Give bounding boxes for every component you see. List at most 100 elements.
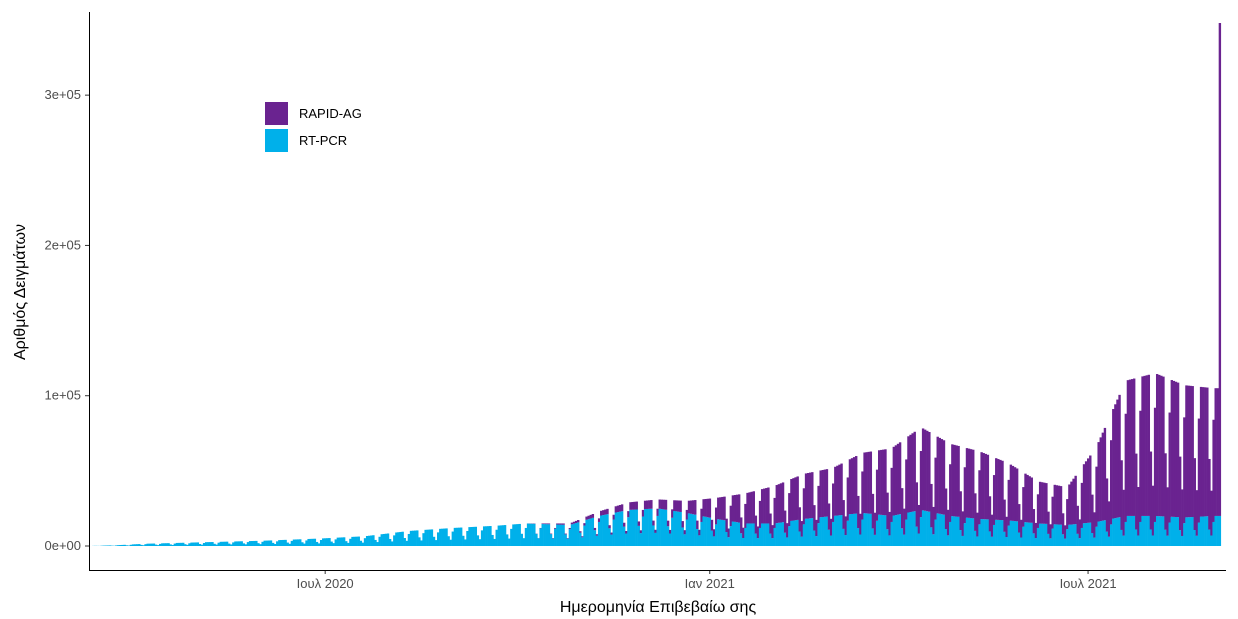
- bar-rapid-ag: [652, 520, 655, 526]
- bar-rapid-ag: [1068, 484, 1071, 525]
- bar-rt-pcr: [386, 533, 390, 546]
- bar-rapid-ag: [838, 464, 841, 516]
- bar-rt-pcr: [487, 526, 490, 546]
- bar-rt-pcr: [144, 544, 147, 546]
- bar-rt-pcr: [767, 523, 770, 546]
- bar-rt-pcr: [539, 528, 542, 546]
- bar-rapid-ag: [675, 500, 678, 512]
- bar-rt-pcr: [587, 519, 590, 546]
- bar-rt-pcr: [131, 544, 135, 546]
- bar-rt-pcr: [133, 544, 137, 546]
- bar-rapid-ag: [1214, 388, 1217, 516]
- bar-rt-pcr: [342, 537, 346, 546]
- bar-rapid-ag: [988, 496, 992, 532]
- bar-rt-pcr: [439, 528, 442, 546]
- bar-rapid-ag: [1032, 509, 1036, 534]
- bar-rapid-ag: [1120, 460, 1123, 530]
- bar-rapid-ag: [1132, 378, 1136, 516]
- bar-rt-pcr: [646, 508, 649, 546]
- bar-rt-pcr: [520, 533, 523, 546]
- bar-rt-pcr: [677, 511, 680, 546]
- bar-rt-pcr: [1201, 516, 1205, 546]
- bar-rt-pcr: [503, 525, 507, 546]
- bar-rapid-ag: [1020, 519, 1023, 538]
- bar-rt-pcr: [361, 542, 365, 546]
- bar-rt-pcr: [240, 541, 243, 546]
- bar-rapid-ag: [1043, 482, 1046, 524]
- bar-rapid-ag: [1208, 458, 1211, 530]
- bar-rapid-ag: [1066, 499, 1069, 530]
- bar-rapid-ag: [1038, 481, 1042, 524]
- bar-rapid-ag: [1072, 478, 1075, 525]
- legend-label-rt-pcr: RT-PCR: [299, 133, 347, 148]
- bar-rt-pcr: [1168, 522, 1171, 546]
- legend: RAPID-AG RT-PCR: [265, 102, 362, 152]
- bar-rt-pcr: [411, 530, 415, 546]
- bar-rt-pcr: [844, 535, 847, 546]
- bar-rapid-ag: [714, 507, 718, 525]
- bar-rapid-ag: [992, 475, 996, 525]
- bar-rapid-ag: [752, 491, 755, 524]
- bar-rt-pcr: [242, 543, 246, 546]
- bar-rapid-ag: [790, 479, 793, 521]
- bar-rt-pcr: [637, 525, 641, 546]
- bar-rapid-ag: [1045, 483, 1048, 524]
- bar-rapid-ag: [932, 506, 935, 535]
- bar-rt-pcr: [263, 540, 266, 546]
- bar-rt-pcr: [869, 513, 873, 546]
- bar-rt-pcr: [1160, 516, 1163, 546]
- bar-rt-pcr: [482, 526, 486, 546]
- bar-rt-pcr: [786, 537, 789, 546]
- bar-rt-pcr: [1093, 537, 1096, 546]
- y-ticks-group: 0e+00 1e+05 2e+05 3e+05: [44, 87, 89, 553]
- bar-rt-pcr: [470, 526, 473, 546]
- bar-rt-pcr: [136, 544, 139, 546]
- bar-rt-pcr: [177, 542, 181, 546]
- bar-rt-pcr: [949, 521, 952, 546]
- bar-rt-pcr: [1059, 524, 1063, 546]
- bar-rt-pcr: [855, 513, 858, 546]
- bar-rapid-ag: [978, 470, 981, 525]
- bar-rapid-ag: [746, 492, 749, 524]
- bar-rt-pcr: [606, 514, 609, 546]
- bar-rt-pcr: [286, 542, 289, 546]
- bar-rapid-ag: [733, 495, 737, 522]
- bar-rt-pcr: [972, 518, 975, 546]
- bar-rt-pcr: [809, 518, 812, 546]
- bar-rt-pcr: [1122, 535, 1125, 546]
- bar-rt-pcr: [169, 544, 172, 546]
- bar-rt-pcr: [735, 522, 739, 546]
- bar-rt-pcr: [652, 525, 655, 546]
- bar-rapid-ag: [717, 497, 720, 520]
- bar-rapid-ag: [656, 508, 659, 516]
- bar-rapid-ag: [926, 430, 929, 512]
- bar-rt-pcr: [940, 514, 944, 546]
- bar-rt-pcr: [541, 524, 544, 546]
- bar-rt-pcr: [664, 509, 668, 546]
- bar-rapid-ag: [577, 520, 580, 523]
- bar-rt-pcr: [955, 516, 958, 546]
- bar-rapid-ag: [1145, 375, 1148, 516]
- bar-rapid-ag: [813, 505, 816, 531]
- bar-rapid-ag: [1110, 440, 1113, 525]
- bar-rapid-ag: [1130, 379, 1134, 516]
- bar-rt-pcr: [138, 544, 141, 546]
- bar-rt-pcr: [1166, 535, 1169, 546]
- bar-rt-pcr: [301, 542, 304, 546]
- bar-rapid-ag: [1164, 453, 1167, 530]
- bar-rt-pcr: [221, 541, 225, 546]
- bar-rt-pcr: [146, 543, 149, 546]
- bar-rapid-ag: [974, 493, 977, 531]
- bar-rapid-ag: [579, 531, 582, 533]
- bar-rapid-ag: [796, 476, 799, 520]
- bar-rapid-ag: [961, 511, 964, 536]
- bar-rt-pcr: [1055, 524, 1059, 546]
- bar-rt-pcr: [829, 535, 833, 546]
- bar-rt-pcr: [351, 536, 354, 546]
- bar-rapid-ag: [997, 459, 1000, 520]
- bar-rapid-ag: [1178, 456, 1182, 531]
- bar-rapid-ag: [1124, 413, 1128, 522]
- bar-rt-pcr: [207, 542, 210, 546]
- bar-rapid-ag: [1003, 499, 1006, 532]
- bar-rapid-ag: [727, 528, 730, 538]
